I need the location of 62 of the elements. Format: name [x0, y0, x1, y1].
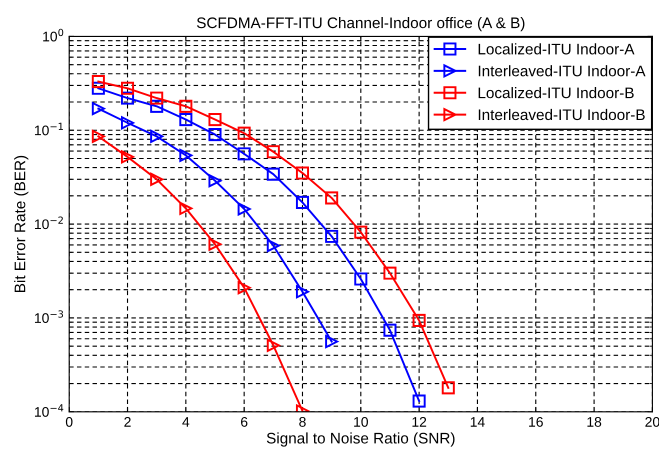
point [150, 172, 164, 186]
point [208, 113, 222, 126]
point [150, 92, 164, 105]
y-tick-label: 10$^{−1}$ [34, 122, 63, 136]
point [412, 314, 426, 327]
point [92, 130, 105, 143]
point [325, 230, 338, 243]
point [383, 324, 396, 337]
point [120, 116, 134, 130]
x-tick-label: 6 [241, 417, 248, 427]
point [442, 381, 455, 394]
point [179, 113, 192, 126]
x-tick-label: 10 [354, 417, 368, 427]
x-tick-label: 2 [124, 417, 131, 427]
point [266, 168, 280, 181]
point [296, 166, 310, 180]
legend-label: Interleaved-ITU Indoor-A [478, 65, 646, 76]
point [150, 100, 164, 113]
point [296, 285, 310, 298]
point [208, 174, 222, 188]
y-axis-title: Bit Error Rate (BER) [14, 156, 28, 292]
point [208, 238, 222, 251]
x-tick-label: 0 [66, 417, 73, 427]
y-tick-label: 10$^{−3}$ [34, 310, 64, 323]
point [92, 75, 105, 88]
point [208, 128, 222, 142]
point [354, 272, 368, 286]
point [238, 202, 251, 216]
x-axis-title: Signal to Noise Ratio (SNR) [266, 432, 455, 447]
y-tick-label: 10$^{−4}$ [34, 404, 64, 417]
y-tick-label: 10$^{−2}$ [34, 216, 63, 230]
point [296, 196, 310, 209]
point [120, 150, 134, 164]
point [266, 239, 280, 252]
x-tick-label: 12 [412, 417, 426, 427]
point [238, 126, 251, 140]
point [179, 148, 192, 162]
point [383, 266, 396, 280]
x-tick-label: 8 [299, 417, 306, 427]
point [412, 394, 426, 408]
chart-title: SCFDMA-FFT-ITU Channel-Indoor office (A & B) [196, 16, 524, 32]
x-tick-label: 14 [470, 417, 485, 427]
point [150, 130, 164, 143]
legend-label: Localized-ITU Indoor-A [478, 43, 634, 54]
y-tick-label: 10$^{0}$ [43, 28, 64, 42]
x-tick-label: 16 [529, 417, 543, 427]
point [354, 226, 368, 239]
point [179, 202, 192, 215]
point [238, 147, 251, 160]
point [120, 92, 134, 105]
point [266, 338, 280, 352]
point [179, 100, 192, 113]
point [325, 335, 338, 348]
x-tick-label: 4 [182, 417, 190, 427]
legend-label: Interleaved-ITU Indoor-B [478, 108, 645, 120]
point [325, 191, 338, 204]
point [266, 145, 280, 158]
point [238, 281, 251, 294]
point [120, 82, 134, 95]
legend-label: Localized-ITU Indoor-B [478, 87, 634, 98]
x-tick-label: 18 [587, 417, 602, 427]
point [92, 102, 105, 116]
